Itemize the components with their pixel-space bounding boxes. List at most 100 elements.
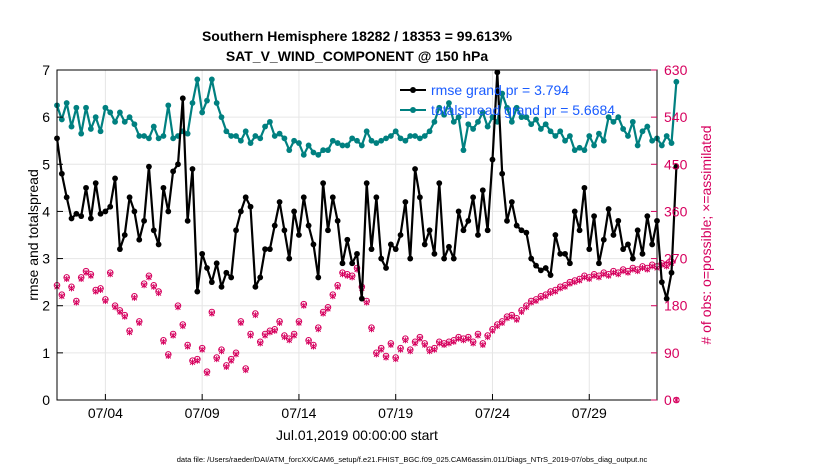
rmse-point: [504, 217, 510, 224]
obs-assimilated-marker: [305, 338, 312, 345]
totalspread-point: [344, 142, 351, 149]
obs-assimilated-marker: [339, 271, 346, 278]
obs-assimilated-marker: [131, 294, 138, 301]
obs-assimilated-marker: [605, 272, 612, 279]
totalspread-point: [354, 137, 360, 144]
rmse-point: [629, 255, 636, 262]
totalspread-point: [281, 135, 288, 142]
totalspread-point: [639, 128, 646, 135]
obs-assimilated-marker: [325, 305, 331, 312]
totalspread-point: [431, 118, 438, 125]
rmse-point: [533, 262, 539, 269]
totalspread-point: [533, 116, 539, 123]
rmse-point: [286, 255, 293, 262]
rmse-point: [446, 243, 452, 250]
totalspread-point: [426, 128, 433, 135]
rmse-point: [213, 260, 220, 267]
obs-assimilated-marker: [634, 268, 641, 275]
rmse-point: [426, 227, 433, 234]
totalspread-point: [189, 100, 196, 106]
rmse-point: [605, 206, 612, 212]
obs-assimilated-marker: [533, 298, 539, 304]
rmse-point: [141, 217, 147, 224]
obs-assimilated-marker: [625, 269, 631, 276]
rmse-point: [170, 168, 177, 175]
totalspread-point: [194, 76, 201, 83]
totalspread-point: [499, 90, 506, 97]
totalspread-point: [68, 123, 75, 130]
obs-assimilated-marker: [88, 272, 94, 279]
obs-assimilated-marker: [489, 327, 496, 334]
totalspread-point: [547, 128, 554, 135]
totalspread-point: [155, 135, 162, 142]
rmse-point: [339, 260, 346, 267]
obs-assimilated-marker: [296, 320, 302, 326]
totalspread-point: [586, 133, 593, 139]
rmse-point: [218, 283, 225, 290]
obs-assimilated-marker: [204, 370, 210, 377]
rmse-point: [73, 210, 80, 217]
totalspread-point: [329, 137, 336, 144]
rmse-point: [368, 246, 375, 253]
y2-tick-label: 360: [664, 203, 688, 219]
totalspread-point: [673, 78, 680, 85]
totalspread-point: [213, 100, 220, 106]
rmse-point: [363, 180, 370, 187]
obs-assimilated-marker: [136, 320, 143, 326]
totalspread-point: [465, 121, 472, 128]
totalspread-point: [557, 128, 564, 135]
totalspread-point: [296, 140, 302, 146]
obs-assimilated-marker: [228, 357, 234, 364]
rmse-point: [320, 180, 327, 187]
totalspread-point: [358, 142, 365, 149]
rmse-point: [179, 95, 186, 102]
totalspread-point: [199, 109, 206, 116]
totalspread-point: [73, 104, 80, 111]
obs-assimilated-marker: [320, 310, 326, 317]
y2-tick-label: 270: [664, 251, 688, 267]
rmse-point: [421, 241, 428, 248]
rmse-point: [126, 194, 133, 201]
obs-assimilated-marker: [257, 340, 263, 347]
rmse-point: [639, 250, 646, 257]
obs-assimilated-marker: [542, 293, 549, 300]
rmse-point: [300, 194, 307, 201]
rmse-point: [663, 295, 670, 302]
totalspread-point: [562, 137, 568, 144]
totalspread-point: [286, 147, 293, 154]
rmse-point: [189, 166, 196, 172]
rmse-point: [431, 250, 438, 257]
obs-assimilated-marker: [315, 326, 322, 333]
rmse-point: [281, 227, 288, 234]
rmse-point: [455, 208, 462, 215]
rmse-point: [349, 260, 356, 267]
y2-tick-label: 90: [664, 345, 680, 361]
obs-assimilated-marker: [102, 298, 109, 304]
totalspread-point: [141, 133, 147, 139]
obs-assimilated-marker: [509, 313, 515, 320]
totalspread-point: [600, 137, 607, 144]
totalspread-point: [441, 111, 447, 118]
rmse-point: [658, 279, 665, 286]
totalspread-point: [58, 116, 65, 123]
x-tick-label: 07/29: [572, 405, 607, 421]
totalspread-point: [378, 137, 385, 144]
rmse-point: [58, 170, 65, 177]
rmse-point: [242, 194, 249, 201]
totalspread-point: [325, 147, 331, 154]
obs-assimilated-marker: [213, 356, 220, 363]
rmse-point: [528, 255, 535, 262]
obs-assimilated-marker: [223, 364, 230, 370]
obs-assimilated-marker: [475, 332, 481, 339]
obs-assimilated-marker: [310, 343, 317, 350]
totalspread-point: [170, 135, 177, 142]
obs-assimilated-marker: [591, 272, 597, 279]
obs-assimilated-marker: [421, 342, 428, 348]
obs-assimilated-marker: [112, 304, 118, 311]
obs-assimilated-marker: [562, 283, 568, 290]
rmse-point: [402, 199, 409, 205]
rmse-point: [87, 215, 94, 222]
obs-assimilated-marker: [170, 332, 176, 339]
y2-tick-label: 630: [664, 62, 688, 78]
rmse-point: [644, 213, 651, 220]
